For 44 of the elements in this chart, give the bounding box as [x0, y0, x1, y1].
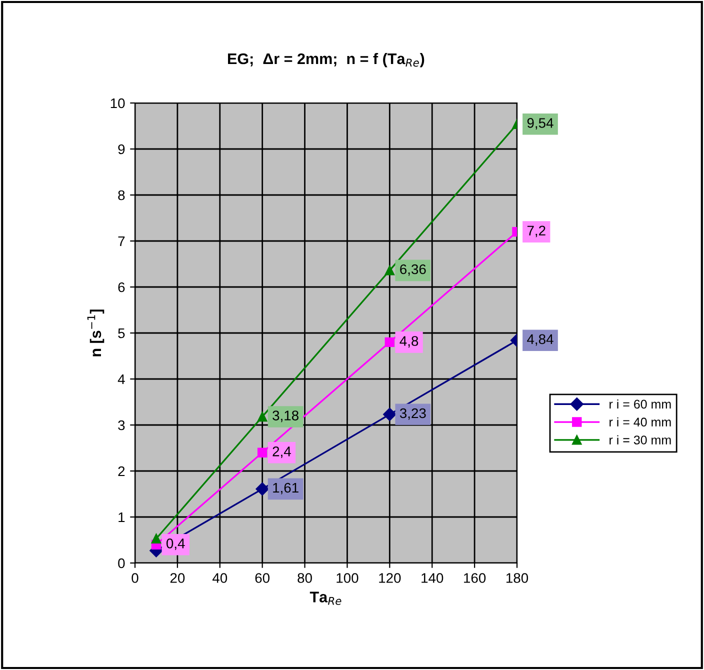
point: [257, 412, 268, 422]
x-tick-label: 120: [379, 573, 401, 583]
point: [151, 534, 162, 544]
legend-label: r i = 60 mm: [610, 399, 671, 409]
y-axis-title: n [s$^{−1}$]: [87, 310, 104, 356]
point: [257, 448, 268, 458]
chart-title: EG; Δr = 2mm; n = f (Ta$_{Re}$): [228, 52, 424, 68]
y-tick-label: 1: [118, 512, 125, 522]
x-tick-label: 180: [506, 573, 528, 583]
y-tick-label: 6: [118, 282, 125, 292]
data-label: 6,36: [400, 264, 426, 276]
y-tick-label: 5: [118, 328, 125, 338]
point: [384, 337, 395, 348]
x-tick-label: 100: [336, 573, 358, 583]
data-label: 3,23: [400, 408, 426, 420]
x-tick-label: 160: [464, 573, 486, 583]
legend-label: r i = 40 mm: [610, 417, 671, 427]
data-label: 0,4: [166, 538, 185, 550]
data-label: 9,54: [527, 118, 554, 130]
data-label: 1,61: [273, 482, 298, 494]
x-tick-label: 40: [212, 573, 228, 583]
y-tick-label: 9: [118, 144, 125, 154]
legend-label: r i = 30 mm: [610, 435, 671, 444]
y-tick-label: 7: [118, 236, 125, 246]
y-tick-label: 3: [118, 420, 125, 430]
x-tick-label: 60: [255, 573, 270, 583]
y-tick-label: 2: [118, 466, 125, 476]
data-label: 4,84: [527, 334, 554, 346]
x-tick-label: 20: [170, 573, 185, 583]
y-tick-label: 10: [110, 98, 125, 108]
y-tick-label: 8: [118, 190, 125, 200]
x-tick-label: 140: [422, 573, 444, 583]
point: [383, 408, 396, 422]
y-tick-label: 4: [118, 374, 125, 384]
x-tick-label: 80: [298, 573, 312, 583]
point: [384, 266, 395, 276]
data-label: 4,8: [400, 336, 418, 348]
x-tick-label: 0: [132, 573, 138, 583]
data-label: 3,18: [272, 410, 298, 422]
data-label: 2,4: [272, 446, 291, 458]
x-axis-title: Ta$_{Re}$: [310, 592, 342, 605]
data-label: 7,2: [527, 226, 546, 238]
point: [256, 482, 269, 496]
y-tick-label: 0: [118, 558, 125, 568]
